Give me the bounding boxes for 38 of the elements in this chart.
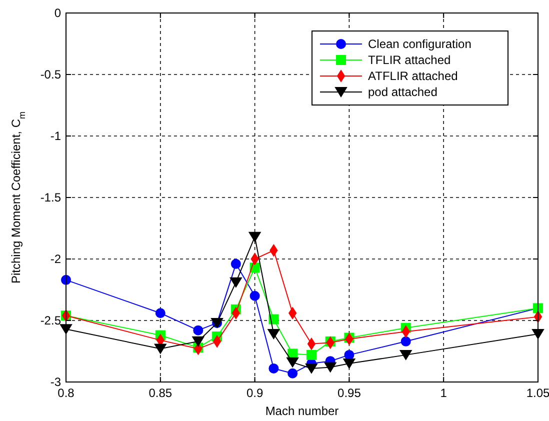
x-axis-title: Mach number: [265, 404, 339, 418]
legend-label: Clean configuration: [368, 37, 472, 51]
point: [324, 362, 336, 372]
x-tick-label: 0.9: [246, 386, 264, 400]
y-tick-label: -1: [50, 129, 62, 143]
point: [248, 232, 261, 242]
y-tick-label: -1.5: [40, 190, 62, 204]
point: [400, 336, 411, 346]
point: [230, 277, 242, 288]
x-tick-label: 0.85: [148, 386, 172, 400]
legend-label: pod attached: [368, 85, 438, 99]
point: [344, 350, 354, 360]
y-tick-label: -2.5: [40, 314, 62, 328]
y-tick-label: 0: [54, 6, 62, 20]
point: [286, 357, 299, 368]
point: [268, 329, 280, 340]
y-tick-label: -2: [50, 252, 62, 266]
point: [192, 336, 204, 346]
point: [230, 258, 241, 269]
y-tick-label: -3: [50, 375, 62, 389]
point: [305, 363, 318, 374]
point: [343, 358, 356, 369]
point: [154, 344, 166, 354]
point: [268, 363, 279, 374]
point: [155, 308, 166, 318]
point: [250, 253, 259, 265]
point: [306, 350, 316, 360]
x-tick-label: 0.95: [338, 386, 362, 400]
legend-label: TFLIR attached: [368, 53, 451, 67]
x-tick-label: 1.05: [526, 386, 549, 400]
y-tick-label: -0.5: [40, 68, 62, 82]
legend-label: ATFLIR attached: [368, 69, 458, 83]
point: [288, 368, 298, 378]
point: [400, 350, 412, 360]
point: [250, 290, 260, 301]
x-tick-label: 0.8: [58, 386, 75, 400]
x-tick-label: 1: [440, 386, 448, 400]
point: [193, 325, 204, 336]
